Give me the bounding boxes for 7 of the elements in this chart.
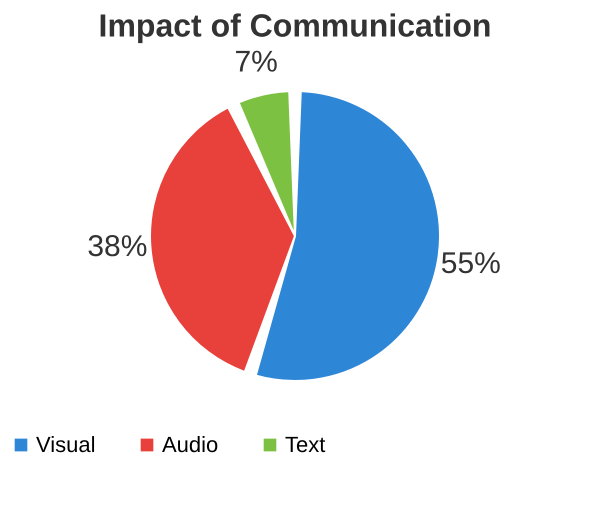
legend-label: Visual xyxy=(36,432,96,457)
legend-label: Text xyxy=(285,432,326,457)
data-label: 7% xyxy=(234,45,278,78)
data-label: 55% xyxy=(440,246,501,280)
data-label: 38% xyxy=(87,230,148,264)
legend-label: Audio xyxy=(162,432,218,457)
chart-title: Impact of Communication xyxy=(98,7,492,44)
